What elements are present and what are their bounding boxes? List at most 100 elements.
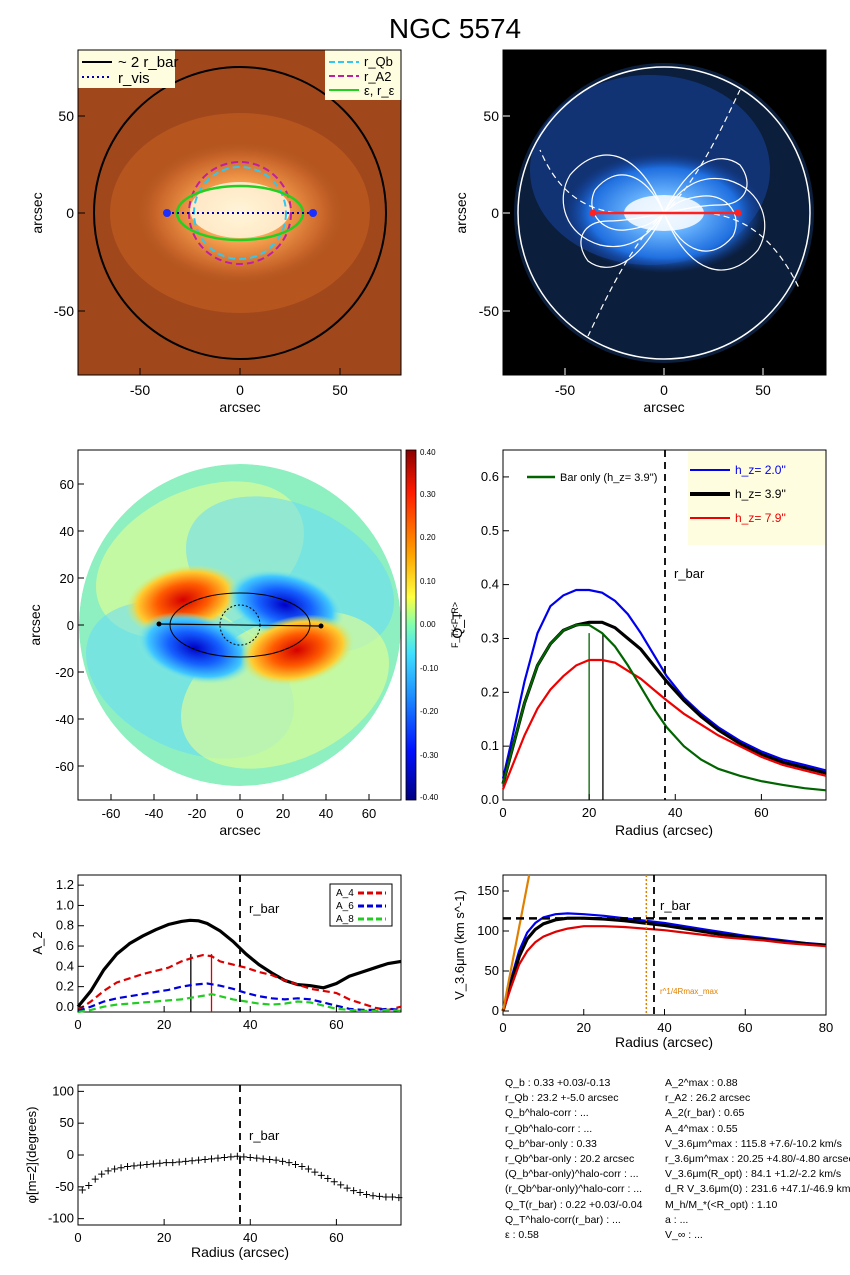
phase-point — [350, 1187, 358, 1195]
bar-end-left — [163, 209, 171, 217]
phase-point — [188, 1157, 196, 1165]
panel-force-ratio-map: -60 -40 -20 0 20 40 60 60 40 20 0 -20 -4… — [27, 448, 460, 838]
phase-point — [291, 1161, 299, 1169]
ytick-label: 0.5 — [481, 523, 499, 538]
xtick-label: 20 — [157, 1017, 171, 1032]
ytick-label: 0.2 — [56, 979, 74, 994]
panel3-xticks — [110, 794, 370, 800]
stat-right-3: A_4^max : 0.55 — [665, 1122, 738, 1135]
legend-rqb-label: r_Qb — [364, 54, 393, 69]
ytick-label: 0.4 — [481, 577, 499, 592]
series-bar-only-h-z-3-9- — [501, 623, 827, 792]
panel6-ylabel: V_3.6μm (km s^-1) — [452, 890, 467, 1000]
phase-point — [124, 1162, 132, 1170]
panel3-xtick-6: 60 — [362, 806, 376, 821]
phase-point — [182, 1157, 190, 1165]
phase-point — [233, 1152, 241, 1160]
panel7-ylabel: φ[m=2](degrees) — [24, 1107, 39, 1204]
stat-right-10: V_∞ : ... — [665, 1228, 703, 1241]
phase-point — [343, 1184, 351, 1192]
ytick-label: 150 — [477, 883, 499, 898]
phase-point — [240, 1153, 248, 1161]
panel1-ytick-2: -50 — [54, 303, 74, 319]
stat-left-8: Q_T(r_bar) : 0.22 +0.03/-0.04 — [505, 1198, 643, 1211]
cbar-tick-1: 0.30 — [420, 490, 436, 499]
phase-point — [259, 1155, 267, 1163]
cbar-tick-0: 0.40 — [420, 448, 436, 457]
ytick-label: 0.6 — [56, 938, 74, 953]
panel1-ytick-1: 0 — [66, 205, 74, 221]
phase-point — [382, 1193, 390, 1201]
panel2-xtick-2: 50 — [755, 382, 771, 398]
ytick-label: 50 — [60, 1115, 74, 1130]
cbar-tick-5: -0.10 — [420, 664, 439, 673]
legend-left-box — [78, 50, 175, 88]
panel1-ylabel: arcsec — [29, 192, 45, 233]
panel-phase-profile: r_bar 0 20 40 60 -100 -50 0 50 100 Radius (arcse… — [24, 1083, 403, 1260]
phase-point — [337, 1181, 345, 1189]
phase-point — [130, 1162, 138, 1170]
stat-left-5: r_Qb^bar-only : 20.2 arcsec — [505, 1152, 635, 1165]
panel6-rbar-label: r_bar — [660, 898, 691, 913]
stat-left-3: r_Qb^halo-corr : ... — [505, 1122, 593, 1135]
xtick-label: 20 — [582, 805, 596, 820]
panel3-ytick-3: 0 — [67, 618, 74, 633]
panel1-ytick-0: 50 — [58, 108, 74, 124]
red-lobe-lower — [239, 614, 355, 686]
xtick-label: 20 — [577, 1020, 591, 1035]
stat-left-2: Q_b^halo-corr : ... — [505, 1107, 589, 1120]
panel7-ticks: 0 20 40 60 -100 -50 0 50 100 — [48, 1083, 344, 1245]
series-mid — [501, 916, 827, 1012]
colorbar-label: F_T/<F_R> — [450, 602, 460, 648]
panel6-xlabel: Radius (arcsec) — [615, 1034, 713, 1050]
galaxy-bulge — [190, 182, 290, 238]
phase-point — [279, 1157, 287, 1165]
panel5-rbar-label: r_bar — [249, 901, 280, 916]
series-a-8 — [77, 992, 402, 1014]
ytick-label: 100 — [477, 923, 499, 938]
two-rbar-circle — [93, 66, 387, 360]
ytick-label: 1.0 — [56, 897, 74, 912]
xtick-label: 60 — [329, 1230, 343, 1245]
phase-point — [317, 1171, 325, 1179]
phase-point — [208, 1155, 216, 1163]
panel3-yticks — [78, 483, 84, 767]
xtick-label: 60 — [754, 805, 768, 820]
stat-right-0: A_2^max : 0.88 — [665, 1077, 738, 1089]
panel4-ticks: 0 20 40 60 0.0 0.1 0.2 0.3 0.4 0.5 0.6 — [481, 469, 769, 820]
panel-contour-map: -50 0 50 50 0 -50 arcsec arcsec — [453, 49, 827, 415]
panel4-xlabel: Radius (arcsec) — [615, 822, 713, 838]
phase-point — [117, 1164, 125, 1172]
panel6-rmax-label: r^1/4Rmax_max — [660, 987, 718, 996]
panel5-ylabel: A_2 — [30, 931, 45, 954]
panel4-plot-area — [501, 588, 827, 800]
stat-right-5: r_3.6μm^max : 20.25 +4.80/-4.80 arcsec — [665, 1152, 850, 1165]
panel3-ytick-5: -40 — [55, 712, 74, 727]
phase-point — [363, 1190, 371, 1198]
phase-point — [253, 1154, 261, 1162]
panel7-rbar-label: r_bar — [249, 1128, 280, 1143]
panel3-xlabel: arcsec — [219, 822, 260, 838]
phase-point — [156, 1159, 164, 1167]
panel3-ytick-0: 60 — [60, 477, 74, 492]
legend5-label-1: A_6 — [336, 901, 354, 912]
phase-point — [214, 1154, 222, 1162]
xtick-label: 0 — [499, 805, 506, 820]
panel6-ticks: 0 20 40 60 80 0 50 100 150 — [477, 883, 833, 1035]
panel3-ytick-2: 20 — [60, 571, 74, 586]
legend4-label-1: h_z= 3.9'' — [735, 487, 786, 501]
bar-end-right — [309, 209, 317, 217]
phase-point — [324, 1175, 332, 1183]
xtick-label: 0 — [74, 1017, 81, 1032]
phase-point — [272, 1156, 280, 1164]
legend-right-box — [325, 50, 401, 100]
phase-point — [246, 1154, 254, 1162]
xtick-label: 60 — [738, 1020, 752, 1035]
ytick-label: -50 — [55, 1179, 74, 1194]
series-slope — [501, 874, 531, 1012]
ytick-label: -100 — [48, 1211, 74, 1226]
legend4-bar-only: Bar only (h_z= 3.9'') — [527, 472, 657, 484]
ytick-label: 50 — [485, 963, 499, 978]
panel2-rvis-circle — [517, 66, 811, 360]
